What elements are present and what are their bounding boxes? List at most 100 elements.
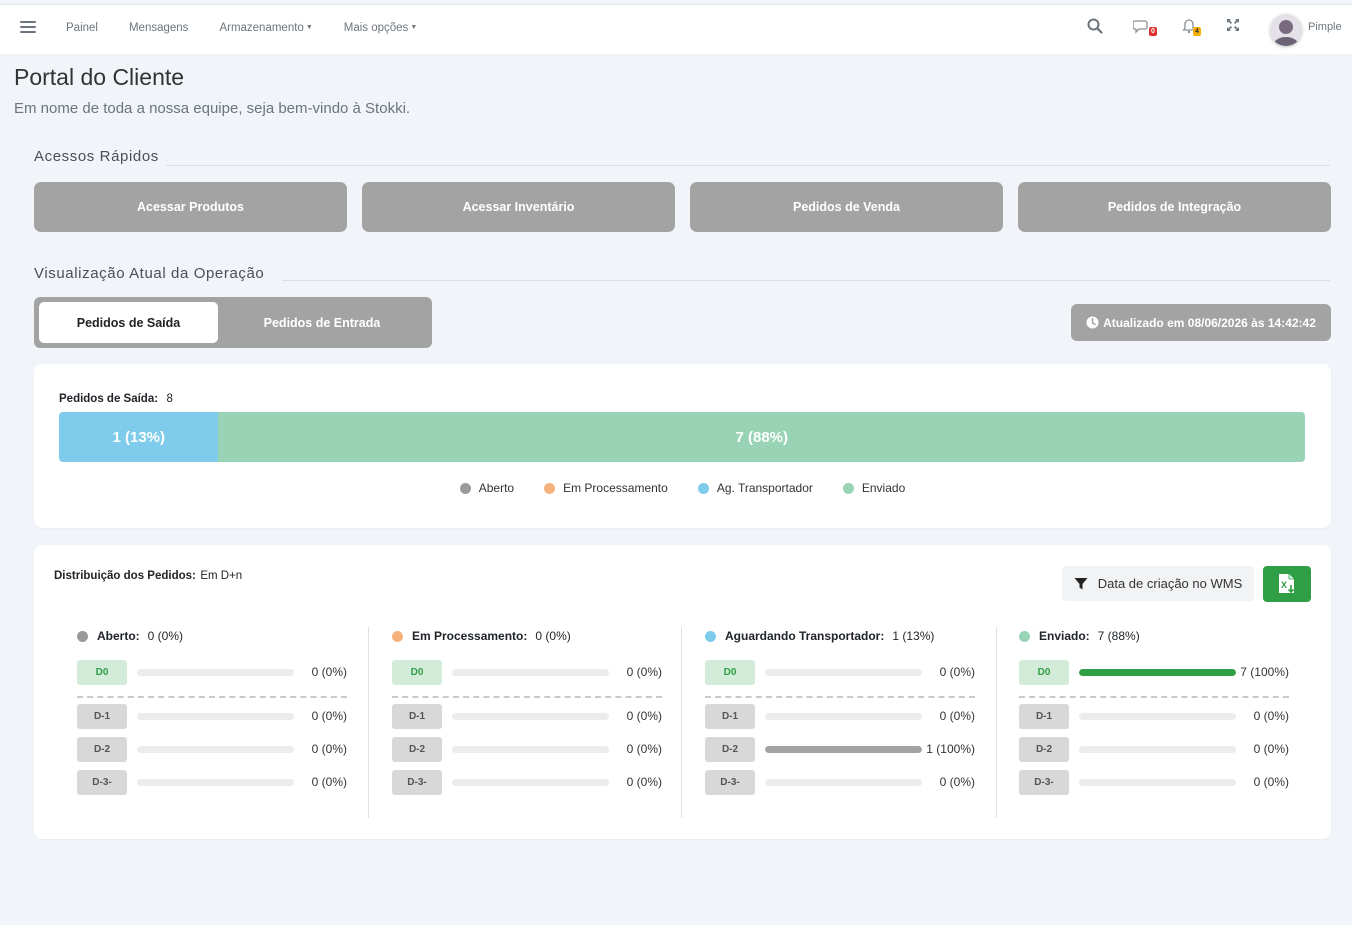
status-column: Aberto: 0 (0%) D0 0 (0%) D-1 0 (0%) D-2 0 (0%) D… xyxy=(77,625,347,820)
avatar[interactable] xyxy=(1270,14,1302,46)
legend-dot xyxy=(544,482,556,494)
day-value: 0 (0%) xyxy=(939,775,975,789)
day-tag: D-3- xyxy=(1019,770,1069,795)
caret-down-icon: ▼ xyxy=(410,24,418,31)
progress-track xyxy=(765,669,922,676)
page-subtitle: Em nome de toda a nossa equipe, seja bem… xyxy=(14,100,411,117)
operation-title: Visualização Atual da Operação xyxy=(34,265,265,282)
day-value: 0 (0%) xyxy=(939,665,975,679)
legend-item: Enviado xyxy=(842,481,905,495)
progress-track xyxy=(765,746,922,753)
day-value: 0 (0%) xyxy=(311,742,347,756)
distribution-label: Distribuição dos Pedidos: xyxy=(54,570,196,582)
day-row: D-2 0 (0%) xyxy=(77,737,347,763)
column-separator xyxy=(681,627,682,818)
progress-fill xyxy=(765,746,922,753)
day-value: 1 (100%) xyxy=(926,742,975,756)
legend-label: Ag. Transportador xyxy=(716,481,813,495)
day-value: 0 (0%) xyxy=(311,775,347,789)
day-row: D-1 0 (0%) xyxy=(77,704,347,730)
pedidos-de-integracao-button[interactable]: Pedidos de Integração xyxy=(1018,182,1331,232)
day-tag: D-1 xyxy=(392,704,442,729)
nav-mensagens[interactable]: Mensagens xyxy=(128,22,189,34)
nav-painel[interactable]: Painel xyxy=(66,22,98,34)
tab-pedidos-de-saida[interactable]: Pedidos de Saída xyxy=(39,302,218,343)
progress-fill xyxy=(1079,669,1236,676)
day-value: 0 (0%) xyxy=(1253,742,1289,756)
fullscreen-icon[interactable] xyxy=(1226,18,1240,37)
nav-armazenamento-label: Armazenamento xyxy=(219,22,304,34)
legend-item: Ag. Transportador xyxy=(697,481,813,495)
legend-label: Aberto xyxy=(478,481,515,495)
nav-mais-opcoes-label: Mais opções xyxy=(343,22,409,34)
progress-track xyxy=(452,779,609,786)
day-value: 0 (0%) xyxy=(626,775,662,789)
status-column-header: Aguardando Transportador: 1 (13%) xyxy=(705,629,934,643)
order-type-toggle: Pedidos de Saída Pedidos de Entrada xyxy=(34,297,432,348)
bell-icon[interactable]: 4 xyxy=(1181,18,1201,39)
legend-dot xyxy=(842,482,854,494)
day-row: D0 7 (100%) xyxy=(1019,660,1289,698)
day-value: 0 (0%) xyxy=(626,665,662,679)
progress-track xyxy=(137,746,294,753)
messages-icon[interactable]: 0 xyxy=(1132,18,1157,39)
progress-track xyxy=(1079,713,1236,720)
status-dot xyxy=(392,630,403,642)
day-tag: D-3- xyxy=(705,770,755,795)
status-title: Enviado: xyxy=(1039,629,1090,643)
status-column: Enviado: 7 (88%) D0 7 (100%) D-1 0 (0%) D-2 0 (… xyxy=(1019,625,1289,820)
status-column: Em Processamento: 0 (0%) D0 0 (0%) D-1 0 (0%)… xyxy=(392,625,662,820)
acessar-produtos-button[interactable]: Acessar Produtos xyxy=(34,182,347,232)
day-tag: D-2 xyxy=(392,737,442,762)
day-tag: D-2 xyxy=(1019,737,1069,762)
status-column-header: Em Processamento: 0 (0%) xyxy=(392,629,571,643)
day-row: D0 0 (0%) xyxy=(705,660,975,698)
progress-track xyxy=(452,713,609,720)
day-tag: D-1 xyxy=(1019,704,1069,729)
export-excel-button[interactable]: X xyxy=(1263,566,1311,602)
nav-armazenamento[interactable]: Armazenamento ▼ xyxy=(219,22,312,34)
user-name[interactable]: Pimple xyxy=(1308,21,1342,33)
day-tag: D0 xyxy=(392,660,442,685)
date-filter-label: Data de criação no WMS xyxy=(1097,576,1243,591)
progress-track xyxy=(452,669,609,676)
progress-track xyxy=(1079,669,1236,676)
day-value: 0 (0%) xyxy=(1253,775,1289,789)
day-value: 0 (0%) xyxy=(311,665,347,679)
top-navbar: Painel Mensagens Armazenamento ▼ Mais opç… xyxy=(0,4,1352,54)
divider xyxy=(166,165,1330,166)
acessar-inventario-button[interactable]: Acessar Inventário xyxy=(362,182,675,232)
day-row: D0 0 (0%) xyxy=(77,660,347,698)
day-row: D-1 0 (0%) xyxy=(392,704,662,730)
quick-access-title: Acessos Rápidos xyxy=(34,148,159,165)
day-tag: D-3- xyxy=(392,770,442,795)
menu-icon[interactable] xyxy=(20,21,36,35)
clock-icon xyxy=(1086,316,1099,329)
day-row: D-3- 0 (0%) xyxy=(705,770,975,796)
search-icon[interactable] xyxy=(1087,18,1103,39)
status-dot xyxy=(1019,630,1030,642)
progress-track xyxy=(452,746,609,753)
updated-badge: Atualizado em 08/06/2026 às 14:42:42 xyxy=(1071,304,1331,341)
nav-mais-opcoes[interactable]: Mais opções ▼ xyxy=(344,22,418,34)
tab-pedidos-de-entrada[interactable]: Pedidos de Entrada xyxy=(263,315,381,330)
day-row: D-2 1 (100%) xyxy=(705,737,975,763)
status-column-header: Aberto: 0 (0%) xyxy=(77,629,183,643)
dashed-divider xyxy=(392,696,662,698)
notifications-badge: 4 xyxy=(1193,27,1201,36)
summary-card: Pedidos de Saída: 8 1 (13%) 7 (88%) Abert… xyxy=(34,364,1331,528)
main-nav: Painel Mensagens Armazenamento ▼ Mais opç… xyxy=(66,22,448,34)
dashed-divider xyxy=(1019,696,1289,698)
day-row: D-2 0 (0%) xyxy=(1019,737,1289,763)
day-tag: D-2 xyxy=(77,737,127,762)
distribution-mode: Em D+n xyxy=(200,570,243,582)
day-tag: D-3- xyxy=(77,770,127,795)
day-tag: D0 xyxy=(705,660,755,685)
progress-track xyxy=(765,779,922,786)
date-filter-button[interactable]: Data de criação no WMS xyxy=(1062,566,1254,601)
day-row: D-3- 0 (0%) xyxy=(1019,770,1289,796)
day-tag: D0 xyxy=(1019,660,1069,685)
status-stacked-bar: 1 (13%) 7 (88%) xyxy=(59,412,1305,462)
pedidos-de-venda-button[interactable]: Pedidos de Venda xyxy=(690,182,1003,232)
status-title: Aberto: xyxy=(97,629,140,643)
